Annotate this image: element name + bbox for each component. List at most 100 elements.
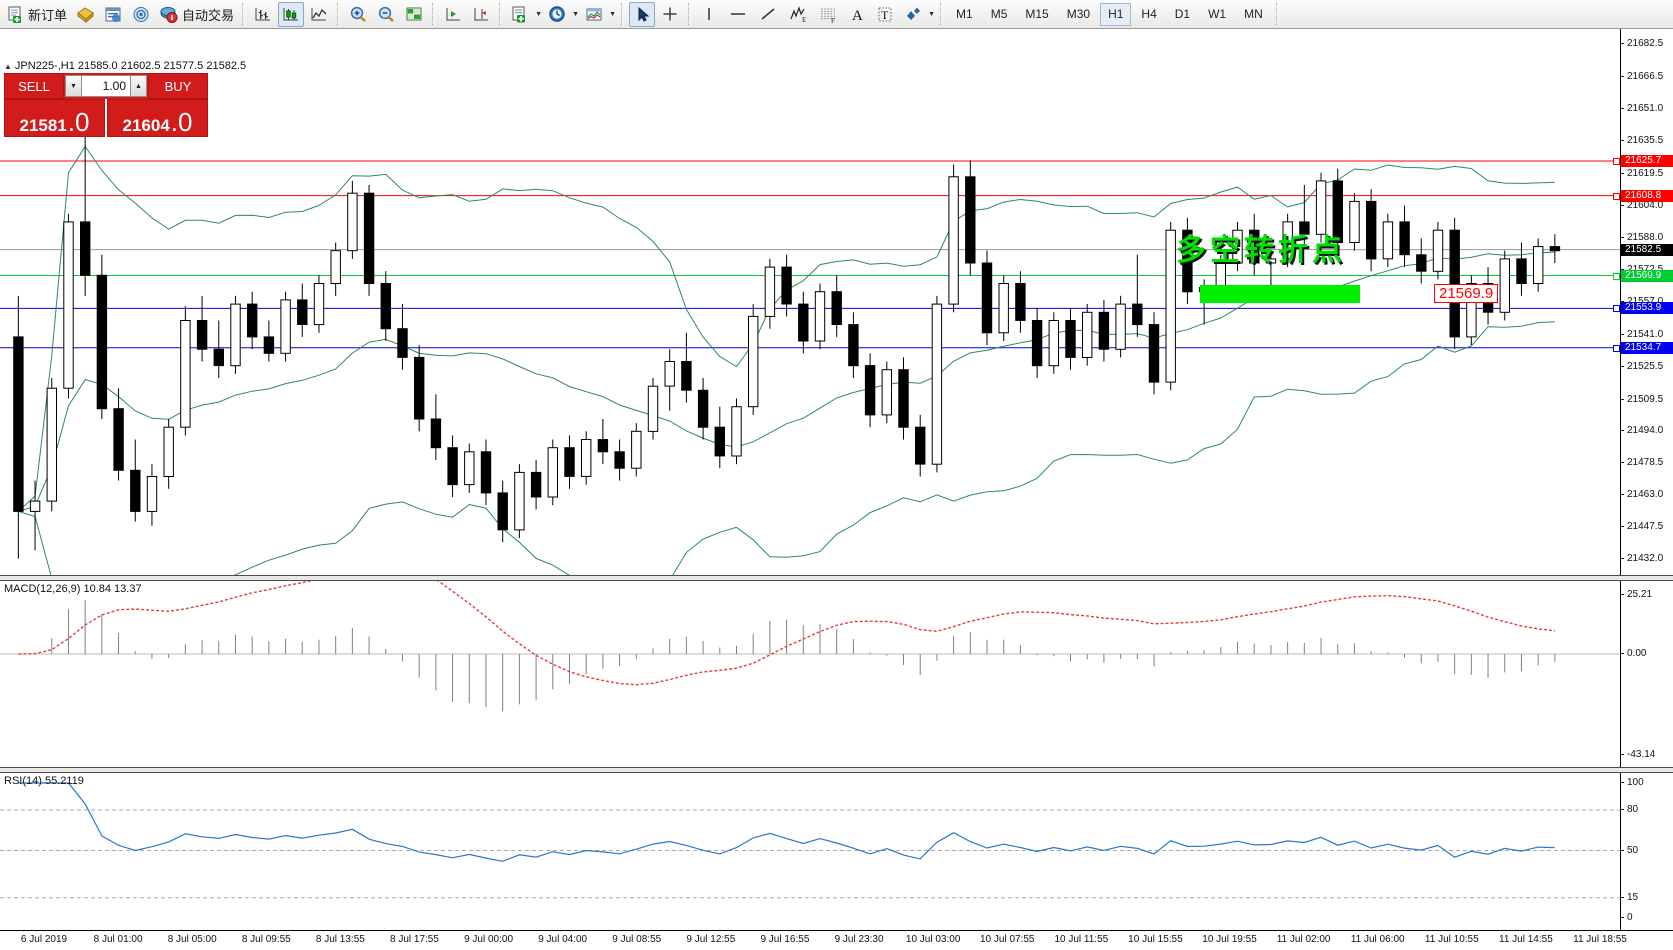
time-axis-label: 10 Jul 07:55: [979, 934, 1035, 945]
one-click-trading-panel[interactable]: SELL ▼ 1.00 ▲ BUY 21581 .0 21604 .0: [4, 73, 208, 137]
timeframe-m1[interactable]: M1: [956, 7, 973, 21]
price-pane[interactable]: 多空转折点 21569.9: [0, 29, 1620, 575]
line-handle[interactable]: [1613, 305, 1620, 313]
toolbar-separator: [499, 3, 503, 25]
buy-price-display[interactable]: 21604 .0: [107, 99, 208, 137]
expert-advisor-button[interactable]: [72, 2, 98, 27]
horizontal-line-button[interactable]: [724, 2, 752, 27]
timeframe-h1[interactable]: H1: [1100, 2, 1132, 26]
line-handle[interactable]: [1613, 157, 1620, 165]
macd-pane[interactable]: [0, 581, 1620, 767]
timeframe-m5[interactable]: M5: [990, 7, 1008, 21]
trendline-button[interactable]: [754, 2, 782, 27]
shift-end-button[interactable]: [440, 2, 466, 27]
time-axis-label: 6 Jul 2019: [20, 934, 68, 945]
zoom-out-button[interactable]: [373, 2, 399, 27]
timeframe-w1[interactable]: W1: [1208, 7, 1227, 21]
buy-price-integer: 21604: [122, 116, 170, 135]
sell-price-display[interactable]: 21581 .0: [4, 99, 105, 137]
timeframe-m30[interactable]: M30: [1066, 7, 1091, 21]
crosshair-button[interactable]: [657, 2, 683, 27]
line-handle[interactable]: [1613, 344, 1620, 352]
cursor-button[interactable]: [629, 1, 656, 27]
candlestick-chart-button[interactable]: [278, 1, 305, 27]
text-button[interactable]: A: [844, 2, 870, 27]
price-marker-label[interactable]: 21625.7: [1621, 154, 1673, 167]
price-marker-label[interactable]: 21582.5: [1621, 243, 1673, 256]
indicators-button[interactable]: [581, 2, 607, 27]
line-handle[interactable]: [1613, 272, 1620, 280]
new-order-button[interactable]: 新订单: [3, 2, 70, 27]
time-axis-label: 9 Jul 23:30: [834, 934, 884, 945]
time-axis-label: 10 Jul 11:55: [1054, 934, 1109, 945]
shapes-dropdown-caret[interactable]: ▼: [928, 10, 935, 18]
zoom-in-button[interactable]: [345, 2, 371, 27]
buy-button[interactable]: BUY: [148, 73, 208, 99]
pane-divider-macd[interactable]: [0, 575, 1673, 581]
toolbar-separator: [432, 3, 436, 25]
volume-decrement-button[interactable]: ▼: [65, 75, 82, 97]
pane-divider-rsi[interactable]: [0, 767, 1673, 773]
vertical-line-button[interactable]: [696, 2, 722, 27]
volume-input[interactable]: 1.00: [82, 75, 130, 97]
templates-dropdown-caret[interactable]: ▼: [535, 10, 542, 18]
vertical-line-icon: [708, 7, 710, 20]
text-icon: A: [852, 8, 863, 24]
price-tick: 21447.5: [1621, 521, 1663, 532]
price-marker-label[interactable]: 21569.9: [1621, 269, 1673, 282]
price-tick: 21525.5: [1621, 361, 1663, 372]
price-tick: 21541.0: [1621, 329, 1663, 340]
bar-chart-icon: [255, 7, 271, 20]
line-handle[interactable]: [1613, 192, 1620, 200]
timeframe-d1[interactable]: D1: [1174, 7, 1191, 21]
auto-scroll-button[interactable]: [468, 2, 494, 27]
zoom-in-icon: [350, 6, 366, 22]
timeframe-h4[interactable]: H4: [1141, 7, 1157, 21]
time-axis[interactable]: 6 Jul 2019 8 Jul 01:00 8 Jul 05:00 8 Jul 09…: [0, 930, 1673, 950]
time-axis-label: 10 Jul 03:00: [905, 934, 961, 945]
time-axis-label: 9 Jul 16:55: [760, 934, 810, 945]
text-label-button[interactable]: T: [872, 2, 898, 27]
fibonacci-button[interactable]: F: [814, 2, 842, 27]
data-window-button[interactable]: [100, 2, 126, 27]
rsi-indicator-label: RSI(14) 55.2119: [4, 775, 84, 787]
svg-text:F: F: [831, 17, 835, 24]
rsi-pane[interactable]: [0, 773, 1620, 930]
chart-area[interactable]: ▲ JPN225-,H1 21585.0 21602.5 21577.5 2158…: [0, 29, 1673, 950]
shapes-icon: [907, 7, 921, 20]
line-chart-icon: [311, 7, 327, 20]
time-axis-label: 9 Jul 12:55: [686, 934, 736, 945]
chart-annotation-text: 多空转折点: [1176, 234, 1346, 267]
templates-button[interactable]: [507, 2, 533, 27]
rsi-tick: 100: [1621, 778, 1644, 788]
toolbar-separator: [940, 3, 944, 25]
elliott-wave-button[interactable]: E: [784, 2, 812, 27]
macd-tick: 25.21: [1621, 590, 1652, 600]
volume-increment-button[interactable]: ▲: [130, 75, 147, 97]
sell-button[interactable]: SELL: [4, 73, 64, 99]
time-axis-label: 11 Jul 06:00: [1350, 934, 1405, 945]
indicators-dropdown-caret[interactable]: ▼: [609, 10, 616, 18]
line-chart-button[interactable]: [306, 2, 332, 27]
autotrading-button[interactable]: 自动交易: [156, 2, 237, 27]
price-marker-label[interactable]: 21608.8: [1621, 189, 1673, 202]
rsi-tick: 15: [1621, 892, 1638, 903]
period-dropdown-caret[interactable]: ▼: [572, 10, 579, 18]
signals-button[interactable]: [128, 2, 154, 27]
tile-windows-icon: [406, 7, 422, 20]
symbol-ohlc-text: JPN225-,H1 21585.0 21602.5 21577.5 21582…: [14, 60, 247, 72]
volume-control[interactable]: ▼ 1.00 ▲: [64, 73, 148, 99]
timeframe-mn[interactable]: MN: [1244, 7, 1263, 21]
price-scale[interactable]: 21682.5 21666.5 21651.0 21635.5 21619.5 21604…: [1620, 29, 1673, 575]
shapes-button[interactable]: [900, 2, 926, 27]
rsi-tick: 80: [1621, 805, 1638, 815]
timeframe-m15[interactable]: M15: [1025, 7, 1049, 21]
price-marker-label[interactable]: 21534.7: [1621, 341, 1673, 354]
signals-icon: [133, 6, 149, 22]
bar-chart-button[interactable]: [250, 2, 276, 27]
symbol-collapse-icon[interactable]: ▲: [4, 62, 12, 71]
tile-windows-button[interactable]: [401, 2, 427, 27]
rsi-tick: 50: [1621, 845, 1638, 856]
price-marker-label[interactable]: 21553.9: [1621, 302, 1673, 315]
period-button[interactable]: [544, 2, 570, 27]
